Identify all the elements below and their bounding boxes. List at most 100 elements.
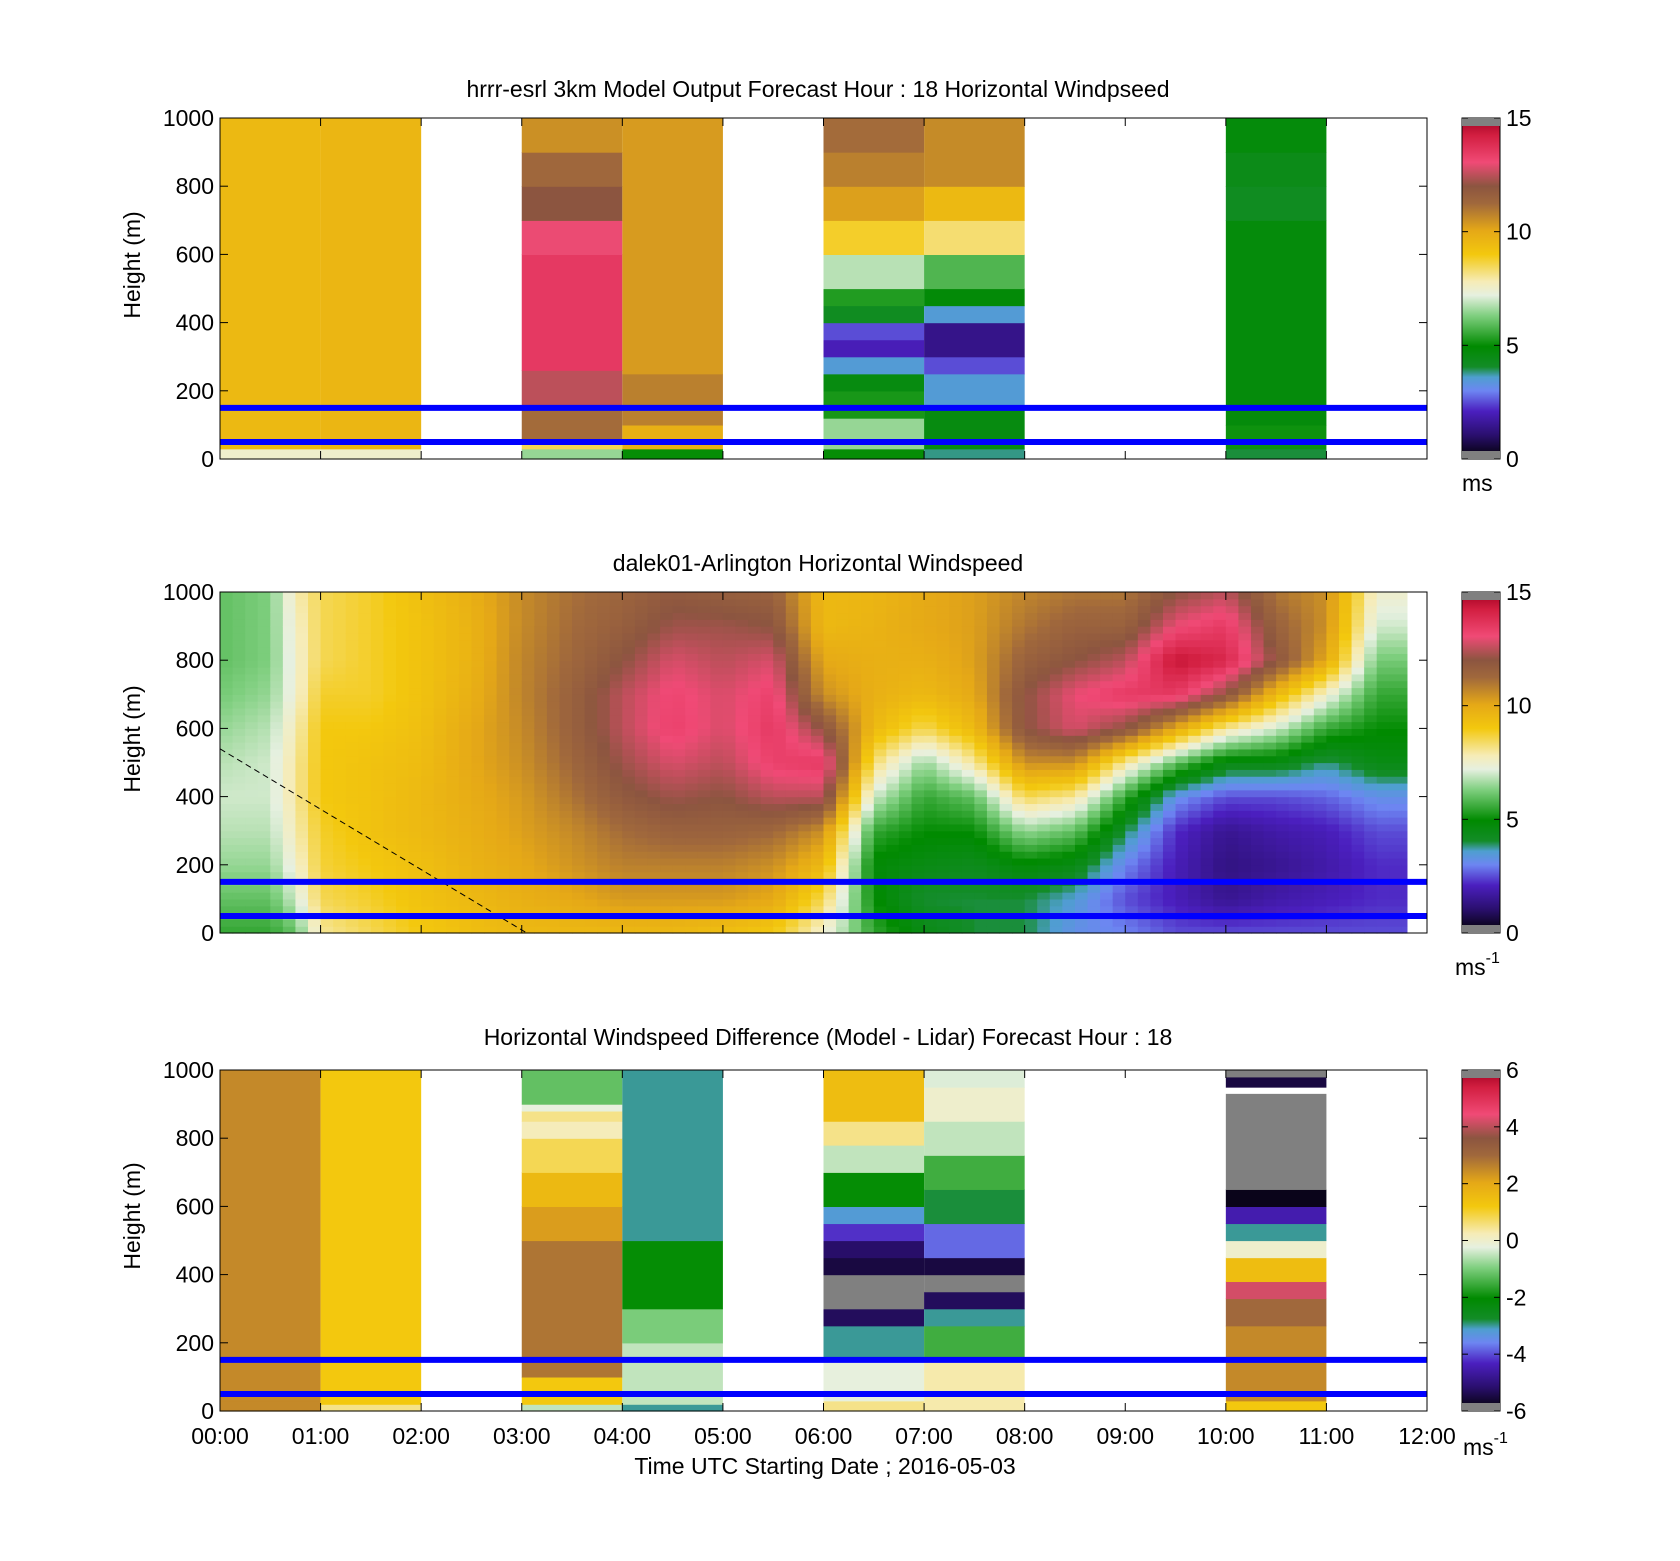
- heatmap-cell: [1225, 817, 1240, 825]
- heatmap-cell: [471, 687, 485, 695]
- heatmap-cell: [433, 857, 447, 866]
- heatmap-cell: [1276, 653, 1290, 661]
- heatmap-cell: [924, 721, 938, 729]
- heatmap-cell: [836, 742, 850, 750]
- heatmap-cell: [295, 844, 309, 852]
- heatmap-cell: [408, 714, 422, 723]
- heatmap-cell: [496, 639, 510, 648]
- heatmap-cell: [1225, 919, 1240, 927]
- heatmap-cell: [458, 885, 473, 893]
- heatmap-cell: [484, 626, 498, 634]
- heatmap-cell: [1401, 919, 1408, 927]
- heatmap-cell: [333, 789, 347, 798]
- heatmap-cell: [1188, 612, 1202, 620]
- heatmap-cell: [810, 823, 825, 832]
- heatmap-cell: [1313, 892, 1328, 900]
- heatmap-cell: [861, 592, 875, 600]
- heatmap-cell: [1389, 810, 1403, 818]
- heatmap-cell: [408, 748, 422, 757]
- heatmap-cell: [1062, 892, 1076, 900]
- heatmap-cell: [1301, 619, 1315, 627]
- heatmap-cell: [458, 707, 473, 716]
- heatmap-cell: [1225, 687, 1240, 695]
- heatmap-cell: [898, 837, 913, 845]
- heatmap-cell: [999, 789, 1013, 798]
- heatmap-cell: [1288, 714, 1302, 723]
- heatmap-cell: [685, 639, 699, 648]
- heatmap-cell: [1062, 857, 1076, 866]
- heatmap-cell: [1389, 742, 1403, 750]
- heatmap-cell: [823, 892, 837, 900]
- heatmap-cell: [471, 660, 485, 668]
- heatmap-cell: [1137, 864, 1151, 873]
- heatmap-cell: [911, 762, 925, 770]
- heatmap-cell: [785, 837, 799, 845]
- heatmap-cell: [1225, 851, 1240, 859]
- heatmap-cell: [245, 646, 259, 654]
- heatmap-cell: [1338, 837, 1353, 845]
- heatmap-cell: [1188, 810, 1202, 818]
- heatmap-cell: [572, 707, 586, 716]
- heatmap-cell: [1225, 660, 1240, 668]
- heatmap-cell: [710, 892, 724, 900]
- heatmap-cell: [1288, 782, 1302, 791]
- heatmap-cell: [974, 742, 988, 750]
- heatmap-cell: [433, 592, 447, 600]
- heatmap-cell: [1326, 660, 1340, 668]
- heatmap-cell: [823, 755, 837, 764]
- heatmap-cell: [534, 905, 548, 914]
- heatmap-cell: [710, 803, 724, 811]
- heatmap-cell: [810, 592, 825, 600]
- heatmap-cell: [1049, 837, 1063, 845]
- heatmap-cell: [936, 885, 950, 893]
- heatmap-cell: [597, 660, 611, 668]
- heatmap-cell: [1175, 830, 1189, 839]
- heatmap-cell: [924, 892, 938, 900]
- heatmap-cell: [810, 680, 825, 689]
- heatmap-cell: [1288, 612, 1302, 620]
- heatmap-cell: [433, 639, 447, 648]
- heatmap-cell: [1326, 803, 1340, 811]
- heatmap-cell: [446, 646, 460, 654]
- heatmap-cell: [257, 905, 271, 914]
- heatmap-cell: [584, 898, 598, 907]
- heatmap-cell: [1012, 694, 1026, 702]
- heatmap-cell: [1150, 864, 1164, 873]
- heatmap-cell: [1074, 755, 1089, 764]
- heatmap-cell: [1263, 701, 1277, 709]
- heatmap-cell: [823, 769, 837, 777]
- heatmap-cell: [1188, 728, 1202, 736]
- colorbar-cap-top: [1462, 592, 1500, 600]
- heatmap-cell: [1364, 864, 1378, 873]
- heatmap-cell: [1313, 639, 1328, 648]
- heatmap-cell: [911, 714, 925, 723]
- heatmap-cell: [672, 864, 686, 873]
- heatmap-cell: [383, 632, 397, 641]
- heatmap-cell: [924, 748, 938, 757]
- heatmap-cell: [383, 864, 397, 873]
- heatmap-cell: [785, 926, 799, 934]
- heatmap-cell: [521, 653, 535, 661]
- heatmap-cell: [320, 919, 334, 927]
- heatmap-cell: [584, 782, 598, 791]
- heatmap-cell: [1376, 667, 1390, 675]
- heatmap-cell: [986, 748, 1001, 757]
- heatmap-cell: [924, 653, 938, 661]
- heatmap-cell: [936, 694, 950, 702]
- heatmap-cell: [320, 721, 334, 729]
- heatmap-cell: [1188, 721, 1202, 729]
- heatmap-cell: [986, 755, 1001, 764]
- heatmap-cell: [1125, 898, 1139, 907]
- heatmap-cell: [861, 619, 875, 627]
- heatmap-cell: [572, 919, 586, 927]
- heatmap-cell: [1389, 592, 1403, 600]
- heatmap-cell: [320, 776, 334, 784]
- heatmap-cell: [1200, 612, 1214, 620]
- heatmap-cell: [1125, 721, 1139, 729]
- heatmap-cell: [1225, 728, 1240, 736]
- heatmap-cell: [1401, 667, 1408, 675]
- heatmap-cell: [433, 667, 447, 675]
- heatmap-cell: [685, 612, 699, 620]
- heatmap-cell: [810, 667, 825, 675]
- heatmap-cell: [861, 851, 875, 859]
